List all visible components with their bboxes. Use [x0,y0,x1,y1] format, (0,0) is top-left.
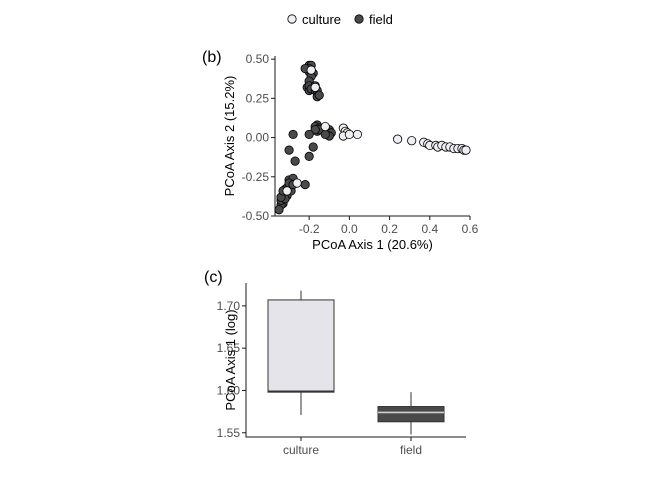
y-tick-label: 1.60 [217,383,241,397]
point-culture [407,136,417,146]
scatter-panel: (b) 0.50 0.25 0.00 -0.25 -0.50 -0.2 0.0 0.2 0.4 0.… [202,49,479,252]
point-culture [461,145,471,155]
y-tick-label: 0.50 [246,52,270,66]
x-tick-label: 0.2 [381,222,398,236]
point-culture [282,186,292,196]
point-field [304,151,314,161]
box-field [377,406,445,423]
y-tick-label: 0.25 [246,91,270,105]
legend-label-field: field [369,12,393,27]
point-culture [352,129,363,140]
point-culture [320,121,330,132]
point-field [304,129,314,140]
point-culture [310,82,320,92]
y-axis-title: PCoA Axis 1 (log) [223,309,238,410]
boxplot-panel: (c) 1.70 1.65 1.60 1.55 culture field PCoA Axis… [204,269,466,457]
x-tick-label: field [400,443,422,457]
x-tick-label: 0.0 [341,222,358,236]
point-field [290,156,300,166]
panel-label: (c) [204,269,223,286]
point-field [288,129,298,140]
y-tick-label: -0.25 [242,170,270,184]
point-field [310,125,320,135]
legend-key-culture [287,14,297,24]
y-tick-label: -0.50 [242,209,270,223]
legend-key-field [354,14,364,24]
point-culture [393,134,403,144]
point-field [314,90,324,100]
x-tick-label: 0.4 [421,222,438,236]
legend: culture field [287,12,393,27]
x-tick-label: 0.6 [462,222,479,236]
point-field [320,129,330,140]
panel-label: (b) [202,49,222,66]
box-culture [267,299,335,393]
y-tick-label: 1.70 [217,299,241,313]
point-field [284,145,294,155]
point-field [308,142,318,152]
point-culture [344,129,354,140]
point-culture [306,65,316,75]
y-axis-title: PCoA Axis 2 (15.2%) [222,76,237,197]
legend-label-culture: culture [302,12,341,27]
y-tick-label: 0.00 [246,131,270,145]
x-tick-label: culture [283,443,319,457]
y-tick-label: 1.65 [217,341,241,355]
x-tick-label: -0.2 [299,222,320,236]
point-culture [292,178,302,188]
y-tick-label: 1.55 [217,426,241,440]
point-field [274,205,284,215]
point-field [300,180,310,190]
x-axis-title: PCoA Axis 1 (20.6%) [312,237,433,252]
